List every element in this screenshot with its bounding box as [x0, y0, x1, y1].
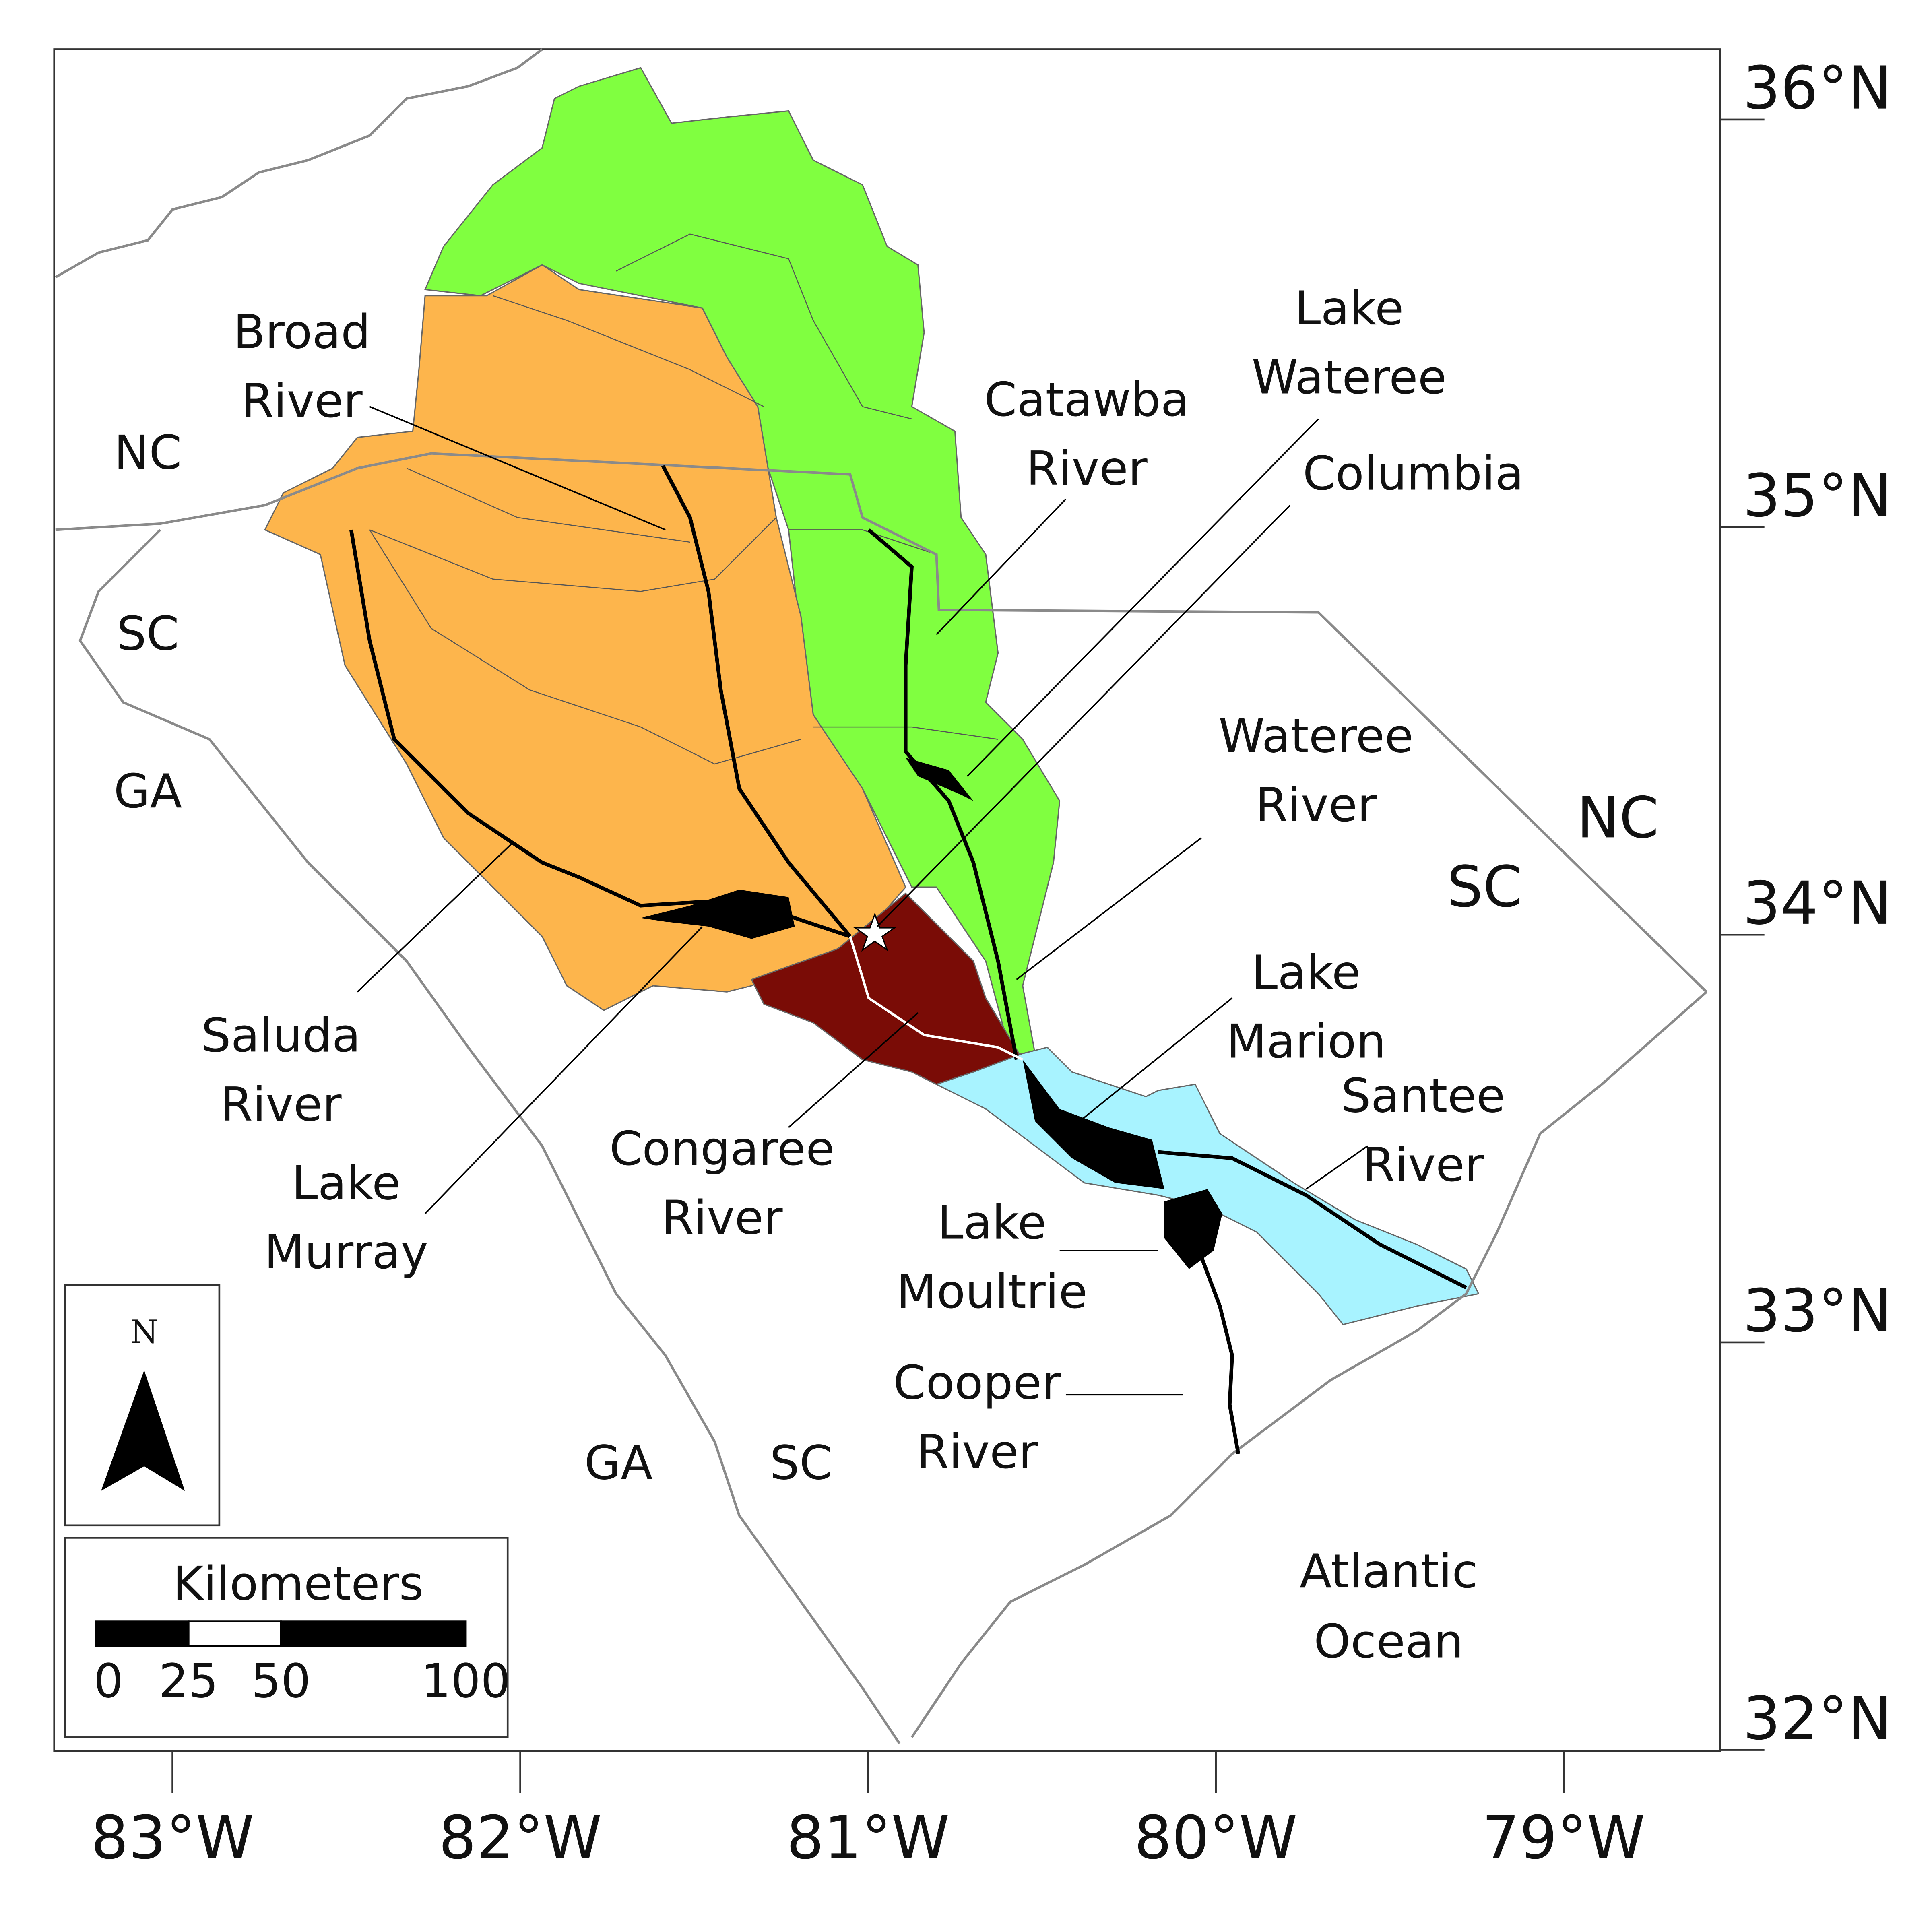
- sub-basin-line: [369, 529, 801, 765]
- region-label: SC: [770, 1436, 832, 1490]
- nc-tn-border: [55, 48, 543, 279]
- region-label: SC: [117, 607, 179, 661]
- coastline: [910, 991, 1707, 1738]
- feature-label: River: [1255, 778, 1377, 832]
- feature-label: Columbia: [1303, 446, 1524, 501]
- feature-label: Cooper: [893, 1356, 1061, 1410]
- lon-label: 82°W: [439, 1804, 602, 1872]
- scale-label: 100: [421, 1654, 510, 1708]
- feature-label: Wateree: [1218, 709, 1413, 763]
- feature-label: Saluda: [201, 1008, 361, 1063]
- feature-label: Lake: [1295, 281, 1404, 336]
- feature-label: River: [916, 1425, 1038, 1479]
- lon-label: 79°W: [1482, 1804, 1645, 1872]
- lat-label: 32°N: [1743, 1684, 1892, 1753]
- feature-label: River: [661, 1191, 783, 1245]
- feature-label: River: [220, 1077, 342, 1132]
- sub-basin-line: [813, 726, 998, 740]
- lat-label: 34°N: [1743, 869, 1892, 938]
- scale-segment: [95, 1620, 190, 1647]
- lon-label: 81°W: [786, 1804, 950, 1872]
- feature-label: Lake: [292, 1156, 401, 1211]
- sub-basin-line: [788, 529, 937, 555]
- north-arrow: [101, 1370, 185, 1491]
- santee-river: [1158, 1150, 1467, 1290]
- feature-label: Santee: [1341, 1069, 1505, 1123]
- region-label: GA: [584, 1436, 653, 1490]
- sub-basin-line: [493, 295, 764, 407]
- feature-label: Congaree: [609, 1122, 835, 1176]
- feature-label: Lake: [1251, 945, 1360, 1000]
- broad-river: [661, 465, 852, 938]
- scale-segment: [280, 1620, 467, 1647]
- region-label: NC: [114, 425, 182, 480]
- sub-basin-line: [616, 233, 912, 420]
- feature-label: Marion: [1226, 1015, 1386, 1069]
- feature-label: Murray: [264, 1225, 428, 1280]
- ocean-label: Ocean: [1314, 1614, 1463, 1669]
- nc-sc-border: [55, 452, 1707, 993]
- lake-wateree: [906, 758, 974, 801]
- scale-title: Kilometers: [173, 1557, 424, 1611]
- scale-label: 25: [159, 1654, 218, 1708]
- congaree-river: [849, 936, 1024, 1061]
- ocean-label: Atlantic: [1300, 1544, 1478, 1599]
- region-label: NC: [1577, 785, 1659, 851]
- scale-segment: [188, 1620, 282, 1647]
- feature-label: River: [1362, 1138, 1484, 1192]
- scale-label: 50: [251, 1654, 311, 1708]
- lake-moultrie: [1164, 1189, 1222, 1269]
- leader-lines: [357, 406, 1368, 1396]
- lon-label: 83°W: [91, 1804, 254, 1872]
- scale-label: 0: [93, 1654, 123, 1708]
- lon-label: 80°W: [1134, 1804, 1298, 1872]
- feature-label: Wateree: [1252, 351, 1447, 405]
- columbia-star: [853, 912, 897, 952]
- north-label: N: [130, 1313, 158, 1350]
- region-label: GA: [114, 764, 182, 819]
- lake-marion: [1022, 1059, 1164, 1189]
- sub-basin-line: [369, 517, 777, 592]
- feature-label: Lake: [937, 1196, 1046, 1250]
- ga-sc-border: [78, 529, 901, 1744]
- region-label: SC: [1447, 854, 1523, 920]
- cooper-river: [1199, 1256, 1241, 1455]
- lat-label: 36°N: [1743, 54, 1892, 123]
- feature-label: River: [1026, 442, 1148, 496]
- sub-basin-line: [406, 468, 690, 543]
- feature-label: River: [241, 374, 363, 428]
- lake-murray: [640, 890, 795, 939]
- lat-label: 33°N: [1743, 1277, 1892, 1346]
- feature-label: Moultrie: [896, 1265, 1088, 1319]
- feature-label: Catawba: [984, 373, 1189, 427]
- feature-label: Broad: [233, 305, 370, 359]
- lat-label: 35°N: [1743, 461, 1892, 530]
